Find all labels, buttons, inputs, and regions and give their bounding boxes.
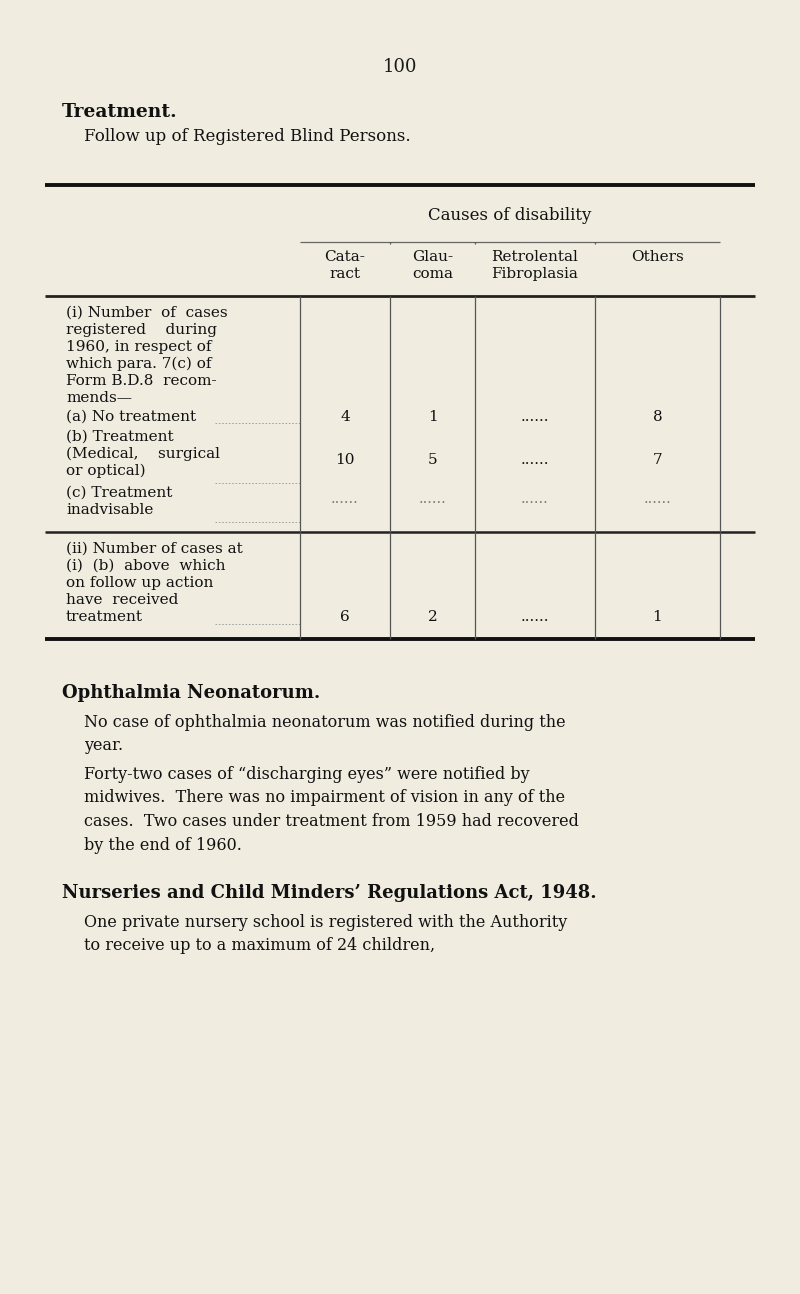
Text: 2: 2	[428, 609, 438, 624]
Text: Glau-
coma: Glau- coma	[412, 250, 453, 281]
Text: ......: ......	[521, 492, 549, 506]
Text: Form B.D.8  recom-: Form B.D.8 recom-	[66, 374, 217, 388]
Text: 8: 8	[653, 410, 662, 424]
Text: Cata-
ract: Cata- ract	[325, 250, 366, 281]
Text: inadvisable: inadvisable	[66, 503, 154, 518]
Text: or optical): or optical)	[66, 465, 146, 479]
Text: 7: 7	[653, 453, 662, 467]
Text: (ii) Number of cases at: (ii) Number of cases at	[66, 542, 242, 556]
Text: No case of ophthalmia neonatorum was notified during the
year.: No case of ophthalmia neonatorum was not…	[84, 714, 566, 754]
Text: Treatment.: Treatment.	[62, 104, 178, 122]
Text: Ophthalmia Neonatorum.: Ophthalmia Neonatorum.	[62, 685, 320, 703]
Text: 1960, in respect of: 1960, in respect of	[66, 340, 211, 355]
Text: ......: ......	[418, 492, 446, 506]
Text: mends—: mends—	[66, 391, 132, 405]
Text: Others: Others	[631, 250, 684, 264]
Text: Nurseries and Child Minders’ Regulations Act, 1948.: Nurseries and Child Minders’ Regulations…	[62, 884, 597, 902]
Text: Forty-two cases of “discharging eyes” were notified by
midwives.  There was no i: Forty-two cases of “discharging eyes” we…	[84, 766, 579, 854]
Text: ......: ......	[521, 410, 550, 424]
Text: 6: 6	[340, 609, 350, 624]
Text: Retrolental
Fibroplasia: Retrolental Fibroplasia	[491, 250, 578, 281]
Text: Causes of disability: Causes of disability	[428, 207, 592, 224]
Text: 4: 4	[340, 410, 350, 424]
Text: 100: 100	[382, 58, 418, 76]
Text: One private nursery school is registered with the Authority
to receive up to a m: One private nursery school is registered…	[84, 914, 567, 955]
Text: 5: 5	[428, 453, 438, 467]
Text: (i) Number  of  cases: (i) Number of cases	[66, 305, 228, 320]
Text: (Medical,    surgical: (Medical, surgical	[66, 446, 220, 462]
Text: registered    during: registered during	[66, 324, 217, 336]
Text: 10: 10	[335, 453, 354, 467]
Text: ......: ......	[331, 492, 359, 506]
Text: 1: 1	[653, 609, 662, 624]
Text: (a) No treatment: (a) No treatment	[66, 410, 196, 424]
Text: ......: ......	[644, 492, 671, 506]
Text: (i)  (b)  above  which: (i) (b) above which	[66, 559, 226, 573]
Text: Follow up of Registered Blind Persons.: Follow up of Registered Blind Persons.	[84, 128, 410, 145]
Text: 1: 1	[428, 410, 438, 424]
Text: which para. 7(c) of: which para. 7(c) of	[66, 357, 211, 371]
Text: (c) Treatment: (c) Treatment	[66, 487, 172, 499]
Text: (b) Treatment: (b) Treatment	[66, 430, 174, 444]
Text: on follow up action: on follow up action	[66, 576, 214, 590]
Text: have  received: have received	[66, 593, 178, 607]
Text: treatment: treatment	[66, 609, 143, 624]
Text: ......: ......	[521, 453, 550, 467]
Text: ......: ......	[521, 609, 550, 624]
